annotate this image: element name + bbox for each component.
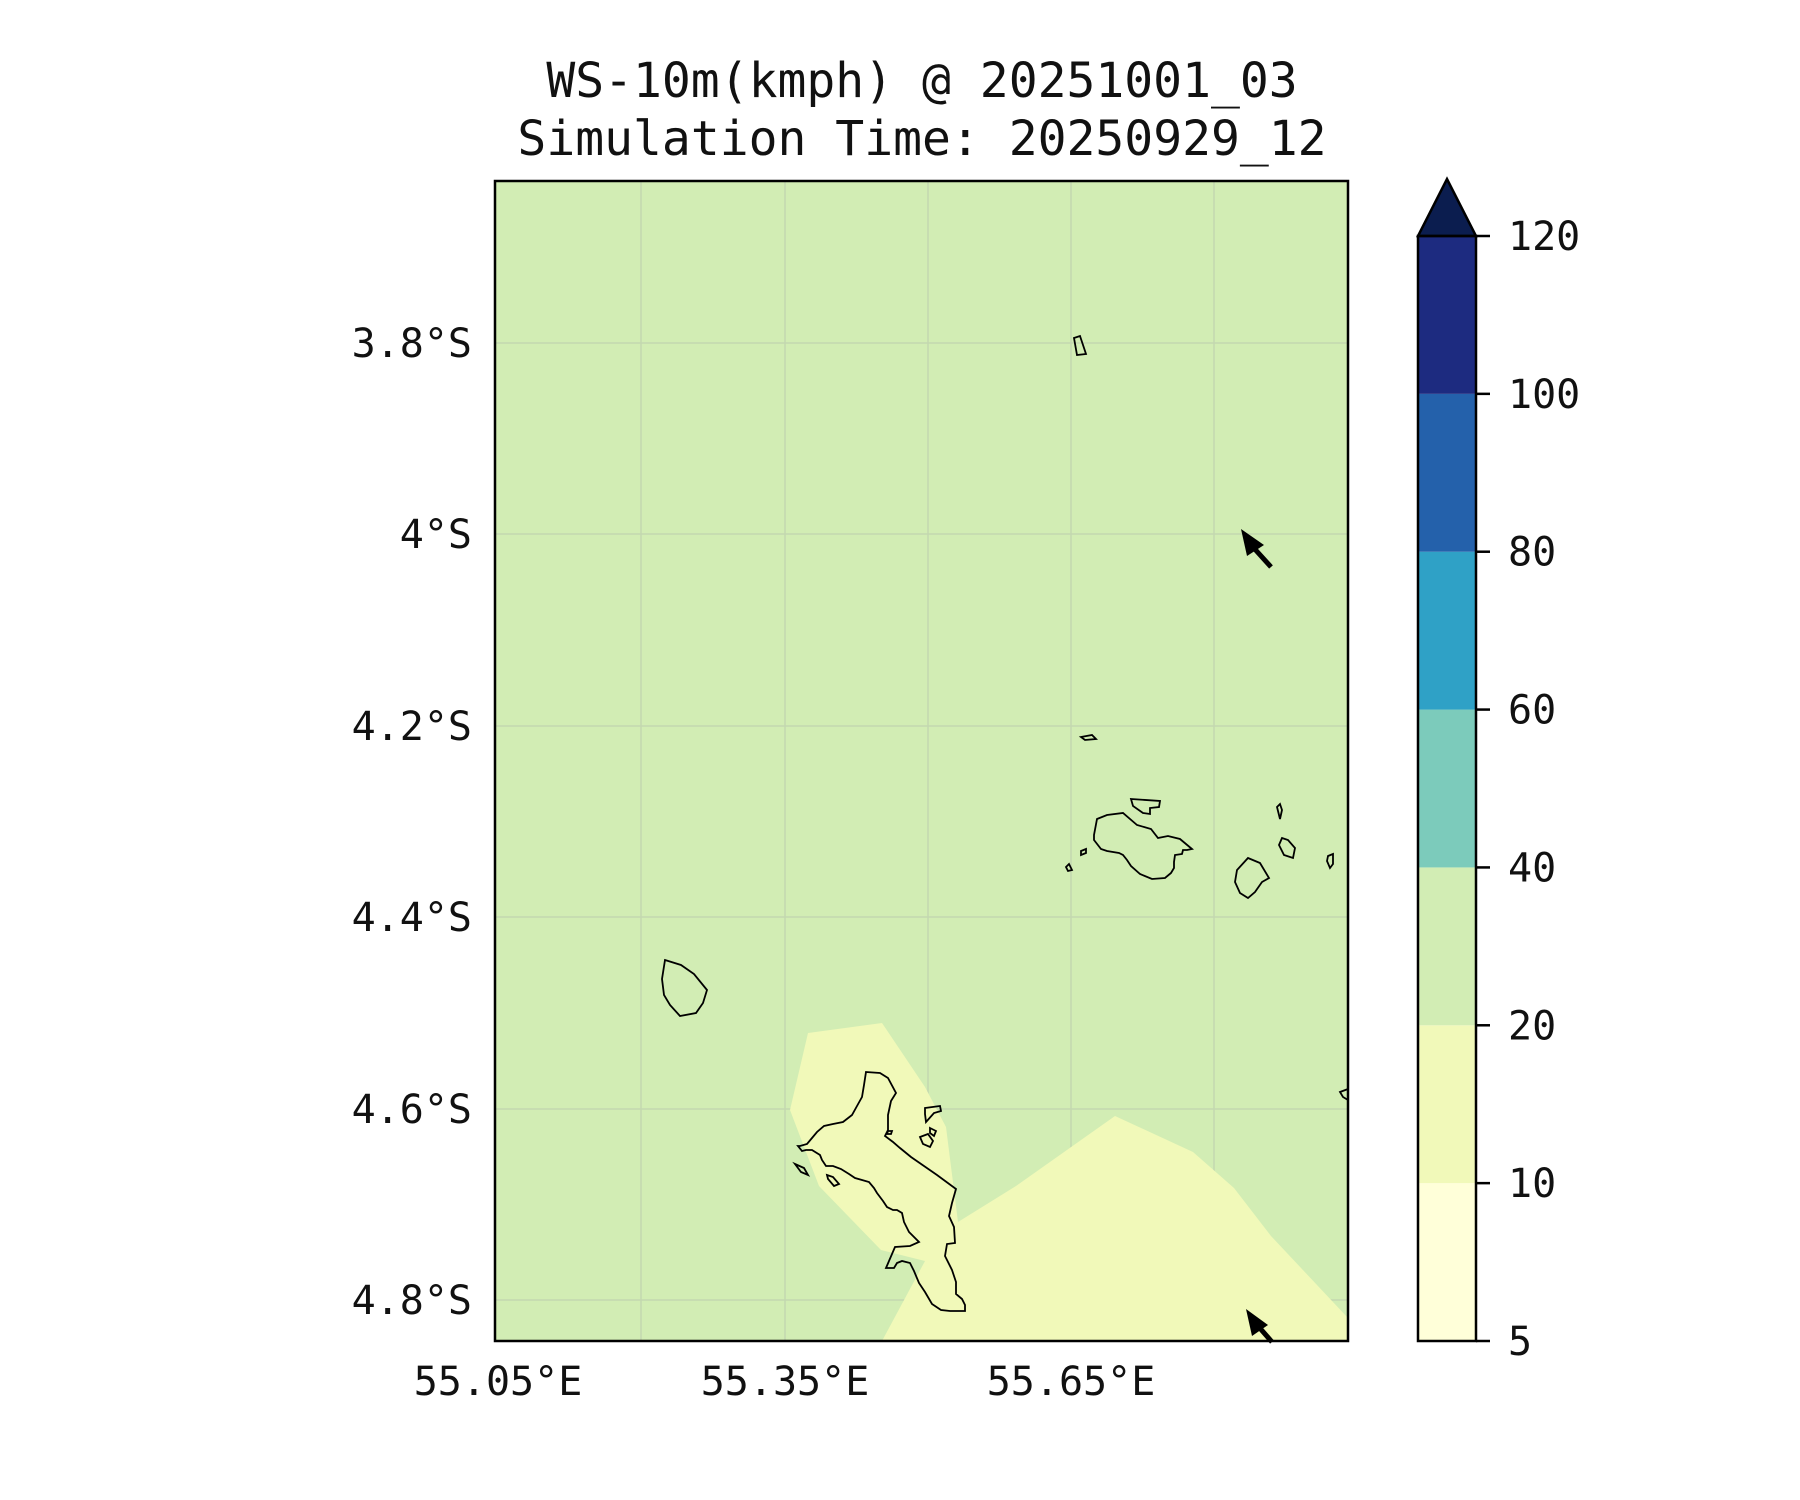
island-denis [1072, 334, 1088, 356]
colorbar-segment [1418, 867, 1476, 1026]
islet-7 [825, 1173, 841, 1188]
lon-tick-label: 55.35°E [701, 1359, 870, 1405]
islet-3 [1276, 802, 1283, 820]
wind-arrows [1241, 529, 1274, 1344]
title-line-1: WS-10m(kmph) @ 20251001_03 [546, 53, 1297, 109]
islet-4 [918, 1132, 935, 1149]
island-edge-east [1338, 1088, 1349, 1101]
map-frame [493, 179, 1350, 1343]
wind-arrow [1241, 529, 1273, 569]
islet-5 [929, 1126, 938, 1138]
colorbar-segment [1418, 709, 1476, 868]
wind-arrow [1246, 1309, 1274, 1344]
map-panel [493, 179, 1350, 1344]
colorbar-frame [1416, 234, 1478, 1343]
lat-tick-label: 4.4°S [352, 895, 472, 941]
colorbar-segment [1418, 236, 1476, 394]
colorbar-tick-label: 60 [1508, 688, 1556, 734]
colorbar-tick-label: 100 [1508, 372, 1580, 418]
lon-tick-label: 55.65°E [987, 1359, 1156, 1405]
coastlines [661, 334, 1349, 1312]
colorbar-segment [1418, 551, 1476, 710]
colorbar-tick-label: 120 [1508, 214, 1580, 260]
colorbar-tick-label: 5 [1508, 1319, 1532, 1365]
colorbar: 5 10 20 40 60 80 100 120 [1415, 176, 1580, 1365]
island-silhouette [661, 958, 709, 1017]
lat-tick-label: 3.8°S [352, 321, 472, 367]
island-la-digue [1234, 856, 1271, 900]
islet-east [1326, 852, 1334, 870]
island-mahe [796, 1071, 966, 1312]
lat-tick-label: 4.2°S [352, 704, 472, 750]
lat-tick-label: 4.6°S [352, 1087, 472, 1133]
colorbar-tick-label: 10 [1508, 1161, 1556, 1207]
colorbar-segment [1418, 1183, 1476, 1341]
islet-8 [885, 1130, 894, 1135]
low-wind-region [790, 1023, 1348, 1341]
colorbar-extend-arrow [1415, 176, 1479, 238]
colorbar-tick-label: 20 [1508, 1003, 1556, 1049]
lon-tick-labels: 55.05°E 55.35°E 55.65°E [414, 1359, 1156, 1405]
island-st-anne [924, 1104, 943, 1125]
colorbar-tick-label: 40 [1508, 845, 1556, 891]
island-curieuse [1129, 798, 1162, 816]
islet-2 [1064, 862, 1074, 873]
lat-tick-labels: 3.8°S 4°S 4.2°S 4.4°S 4.6°S 4.8°S [352, 321, 472, 1324]
islet-1 [1080, 847, 1087, 857]
title-line-2: Simulation Time: 20250929_12 [517, 111, 1326, 167]
lon-tick-label: 55.05°E [414, 1359, 583, 1405]
lat-tick-label: 4.8°S [352, 1278, 472, 1324]
lat-tick-label: 4°S [400, 512, 472, 558]
colorbar-segment [1418, 393, 1476, 552]
colorbar-tick-label: 80 [1508, 530, 1556, 576]
island-small-north [1078, 734, 1098, 741]
colorbar-segment [1418, 1025, 1476, 1184]
islet-6 [792, 1161, 811, 1177]
island-praslin [1093, 812, 1195, 880]
island-la-digue-north [1278, 836, 1296, 860]
